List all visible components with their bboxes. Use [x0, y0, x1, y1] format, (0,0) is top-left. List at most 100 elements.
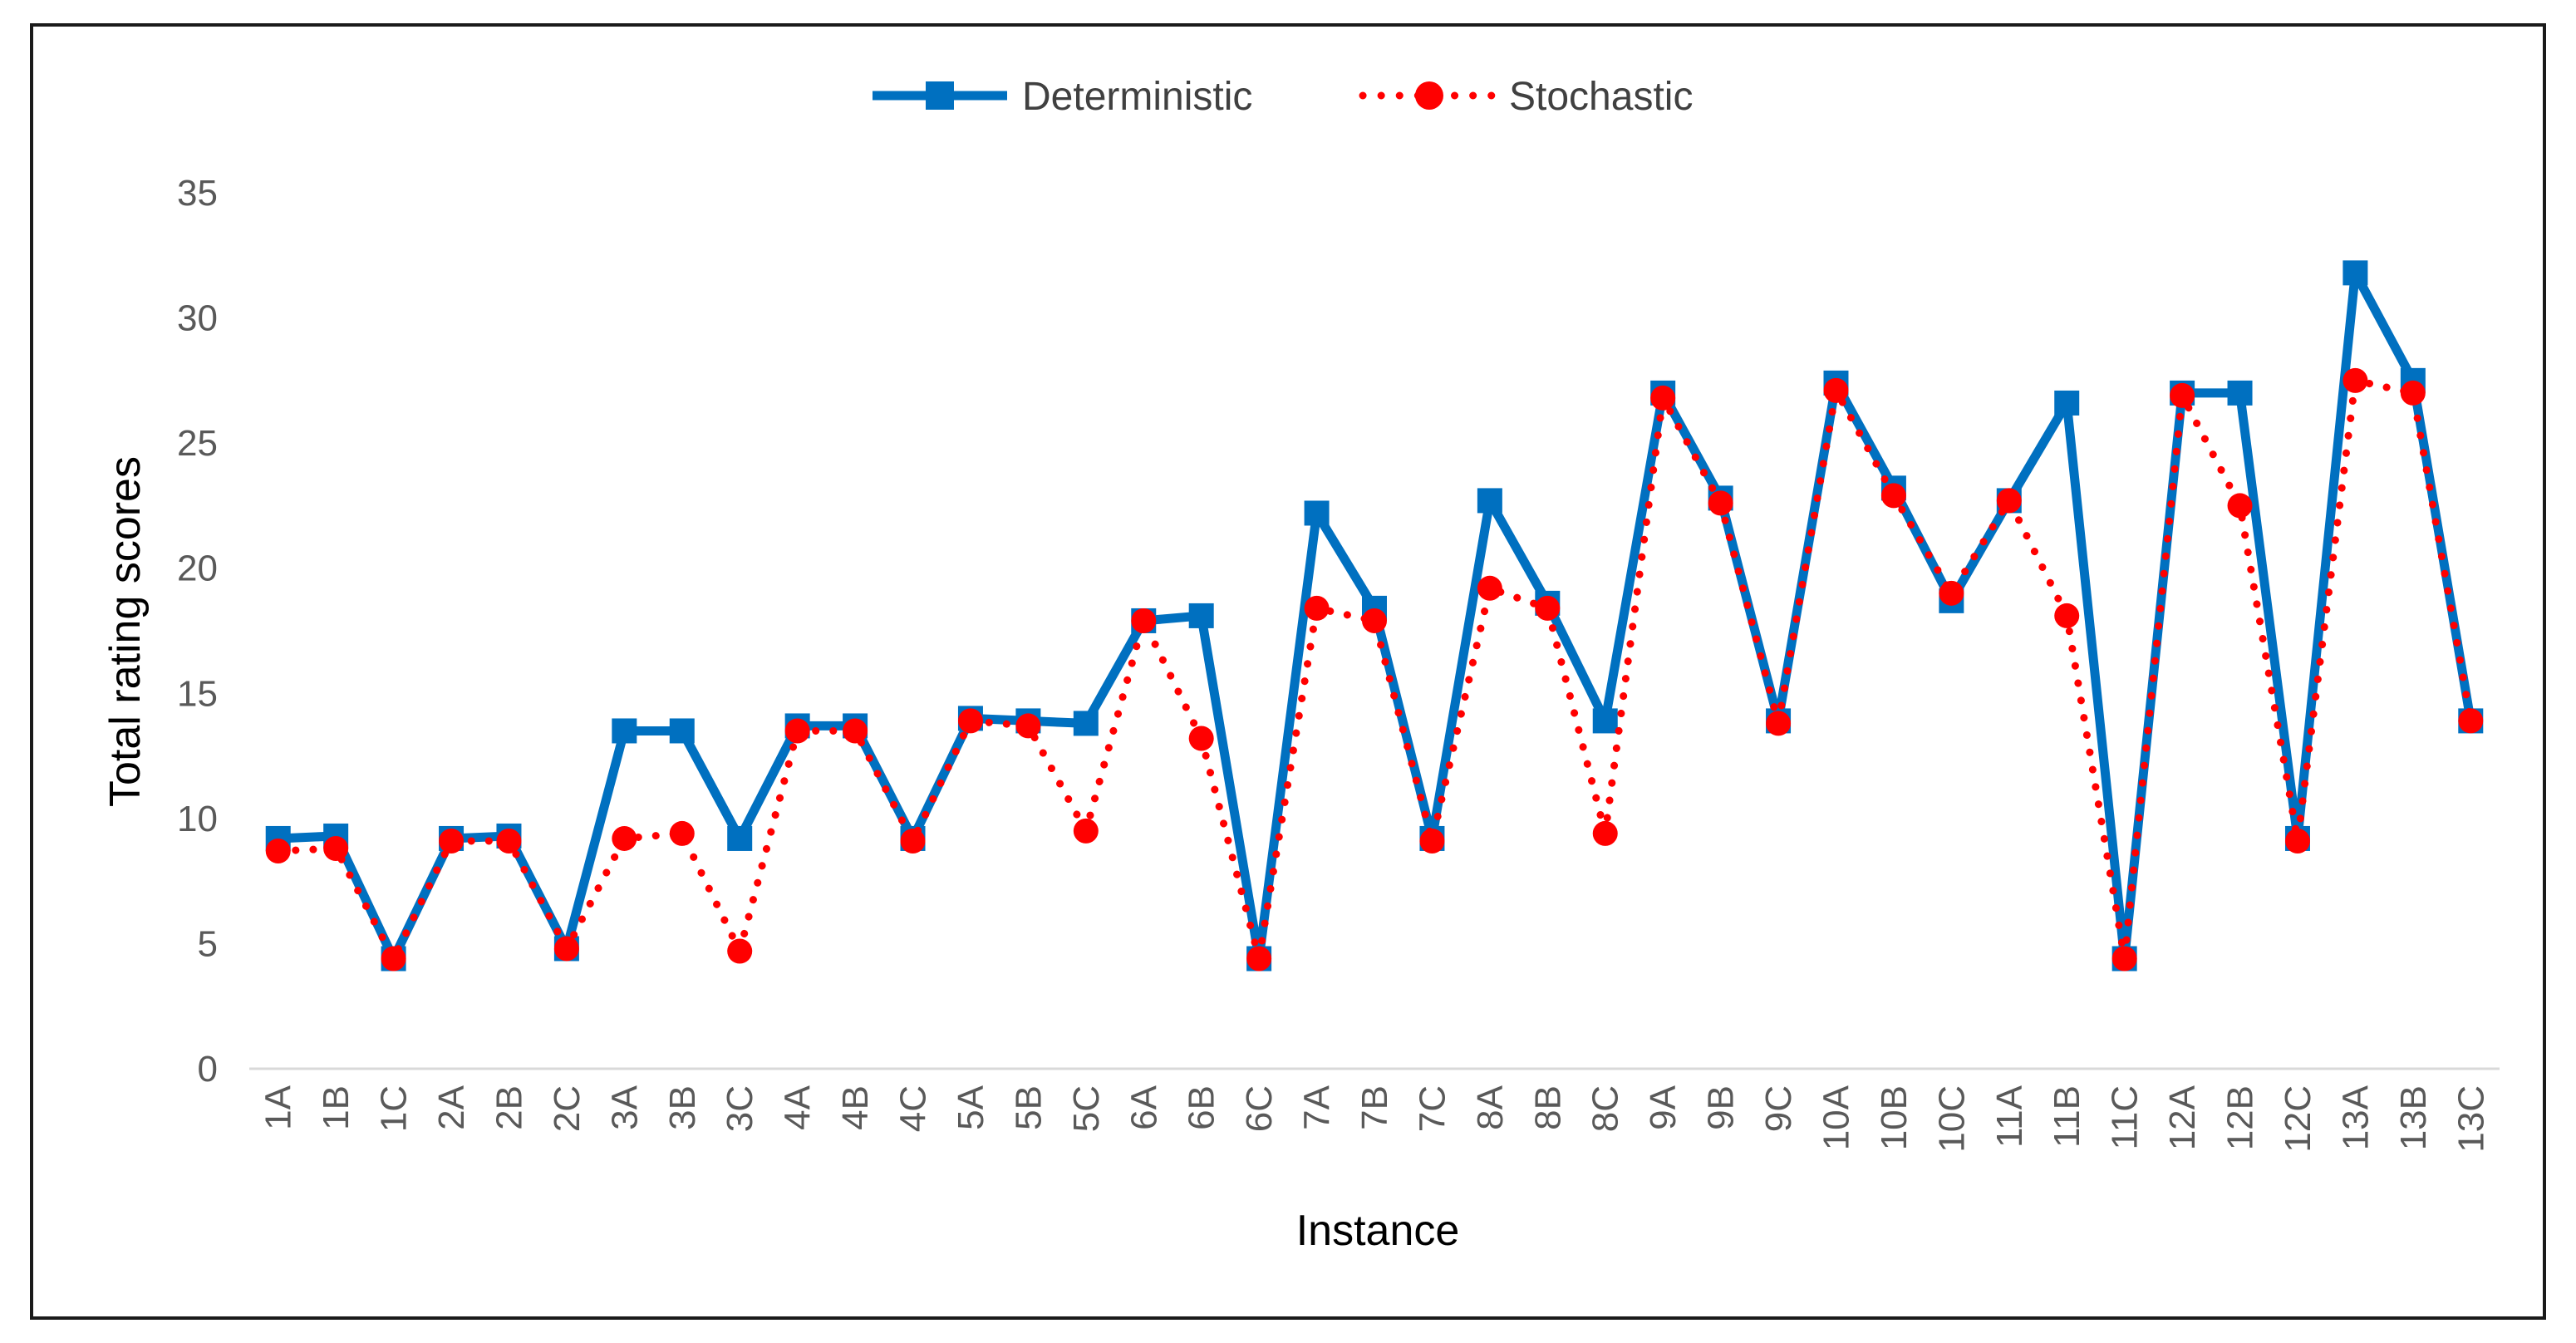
- x-tick-label: 2C: [547, 1085, 587, 1132]
- x-tick-label: 6A: [1123, 1085, 1164, 1129]
- x-tick-label: 3A: [604, 1085, 645, 1129]
- x-tick-label: 5B: [1008, 1085, 1049, 1130]
- data-point-stochastic: [727, 938, 753, 964]
- data-point-stochastic: [1477, 575, 1502, 601]
- x-tick-label: 4B: [835, 1085, 876, 1130]
- data-point-stochastic: [1304, 595, 1330, 621]
- data-point-stochastic: [1939, 580, 1964, 606]
- legend-item-stochastic: Stochastic: [1359, 75, 1693, 119]
- y-tick-label: 20: [177, 549, 218, 589]
- x-tick-label: 6B: [1182, 1085, 1222, 1130]
- data-point-stochastic: [2400, 380, 2426, 406]
- x-tick-label: 3C: [720, 1085, 760, 1132]
- legend-label-stochastic: Stochastic: [1509, 75, 1693, 119]
- data-point-deterministic: [1188, 603, 1214, 628]
- data-point-stochastic: [553, 936, 579, 962]
- x-tick-label: 10A: [1816, 1085, 1856, 1150]
- data-point-stochastic: [1362, 608, 1387, 633]
- data-point-stochastic: [2342, 367, 2368, 393]
- data-point-stochastic: [1766, 711, 1792, 736]
- x-tick-label: 9B: [1701, 1085, 1742, 1130]
- x-tick-label: 3B: [662, 1085, 703, 1130]
- data-point-stochastic: [323, 835, 349, 861]
- data-point-stochastic: [1246, 946, 1272, 972]
- legend-item-deterministic: Deterministic: [873, 75, 1252, 119]
- x-tick-label: 1C: [374, 1085, 415, 1132]
- x-tick-label: 8C: [1585, 1085, 1626, 1132]
- data-point-deterministic: [727, 825, 753, 851]
- data-point-deterministic: [2342, 260, 2368, 286]
- data-point-stochastic: [1823, 377, 1849, 403]
- x-tick-label: 11A: [1989, 1085, 2030, 1148]
- data-point-deterministic: [669, 718, 695, 744]
- data-point-deterministic: [2227, 380, 2253, 406]
- y-axis-title: Total rating scores: [101, 456, 150, 807]
- data-point-stochastic: [1650, 385, 1676, 411]
- x-tick-label: 10B: [1874, 1085, 1915, 1150]
- y-tick-label: 15: [177, 673, 218, 714]
- x-tick-label: 1A: [258, 1085, 299, 1129]
- x-tick-label: 7A: [1297, 1085, 1338, 1129]
- series-stochastic: [265, 367, 2484, 972]
- data-point-deterministic: [1477, 488, 1502, 514]
- data-point-deterministic: [1304, 500, 1330, 526]
- y-tick-label: 10: [177, 799, 218, 839]
- x-tick-label: 4C: [893, 1085, 934, 1132]
- y-tick-label: 30: [177, 298, 218, 339]
- data-point-stochastic: [669, 820, 695, 846]
- x-tick-label: 10C: [1931, 1085, 1972, 1153]
- x-tick-label: 12C: [2278, 1085, 2318, 1153]
- data-point-deterministic: [1592, 708, 1618, 734]
- data-point-deterministic: [1073, 711, 1099, 736]
- data-point-stochastic: [1131, 608, 1157, 633]
- x-tick-label: 9A: [1643, 1085, 1684, 1129]
- data-point-stochastic: [439, 828, 465, 854]
- x-axis-title: Instance: [1296, 1207, 1460, 1255]
- data-point-stochastic: [1880, 483, 1906, 509]
- x-tick-label: 7B: [1354, 1085, 1395, 1130]
- x-tick-label: 13C: [2451, 1085, 2491, 1153]
- y-tick-label: 5: [198, 923, 218, 964]
- data-point-stochastic: [1708, 490, 1733, 516]
- legend-label-deterministic: Deterministic: [1022, 75, 1252, 119]
- x-tick-label: 13A: [2335, 1085, 2376, 1150]
- data-point-stochastic: [900, 828, 926, 854]
- x-tick-label: 12B: [2220, 1085, 2261, 1150]
- data-point-stochastic: [784, 718, 810, 744]
- x-tick-label: 13B: [2393, 1085, 2434, 1150]
- y-tick-label: 25: [177, 423, 218, 464]
- x-tick-label: 6C: [1239, 1085, 1280, 1132]
- data-point-stochastic: [381, 946, 406, 972]
- legend: Deterministic Stochastic: [873, 75, 1693, 119]
- data-point-stochastic: [1419, 828, 1445, 854]
- data-point-deterministic: [2054, 390, 2080, 416]
- data-point-stochastic: [1592, 820, 1618, 846]
- data-point-stochastic: [2227, 493, 2253, 519]
- data-point-stochastic: [612, 825, 637, 851]
- x-tick-label: 2B: [489, 1085, 529, 1130]
- data-point-stochastic: [843, 718, 868, 744]
- data-point-stochastic: [957, 708, 983, 734]
- data-point-stochastic: [1188, 726, 1214, 751]
- series-layer: [265, 260, 2484, 972]
- axes: 0 5 10 15 20 25 30 35 1A 1B 1C 2A 2B 2C 3A 3B 3C 4A 4B 4C 5A…: [177, 173, 2500, 1153]
- data-point-stochastic: [1015, 713, 1041, 739]
- series-line-stochastic: [274, 376, 2475, 962]
- data-point-stochastic: [1535, 595, 1561, 621]
- data-point-stochastic: [2458, 708, 2484, 734]
- data-point-stochastic: [1073, 818, 1099, 844]
- y-tick-label: 35: [177, 173, 218, 214]
- data-point-stochastic: [2111, 946, 2137, 972]
- x-tick-label: 8A: [1470, 1085, 1511, 1129]
- data-point-stochastic: [496, 828, 522, 854]
- y-tick-label: 0: [198, 1049, 218, 1090]
- x-tick-label: 11B: [2047, 1085, 2087, 1148]
- x-tick-label: 5A: [951, 1085, 991, 1129]
- chart-frame: [30, 23, 2546, 1320]
- data-point-stochastic: [265, 839, 291, 864]
- x-tick-label: 7C: [1412, 1085, 1453, 1132]
- x-tick-label: 2A: [431, 1085, 472, 1129]
- data-point-stochastic: [1996, 488, 2022, 514]
- data-point-stochastic: [2284, 828, 2310, 854]
